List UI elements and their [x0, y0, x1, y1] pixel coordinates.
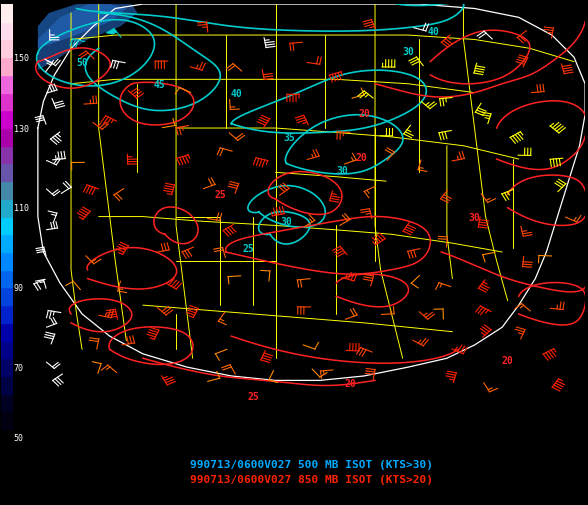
Text: 45: 45	[153, 80, 165, 89]
Text: 110: 110	[14, 204, 29, 213]
Text: 40: 40	[231, 88, 243, 98]
Text: 35: 35	[283, 133, 295, 142]
Text: 20: 20	[358, 108, 370, 118]
Text: 50: 50	[76, 58, 88, 68]
Polygon shape	[106, 30, 116, 35]
Polygon shape	[38, 5, 138, 71]
Text: 40: 40	[427, 27, 439, 36]
Text: 130: 130	[14, 124, 29, 133]
Text: 20: 20	[502, 356, 513, 366]
Text: 50: 50	[14, 434, 24, 442]
Text: 70: 70	[14, 363, 24, 372]
Text: 25: 25	[248, 391, 259, 401]
Text: 990713/0600V027 500 MB ISOT (KTS>30): 990713/0600V027 500 MB ISOT (KTS>30)	[190, 459, 433, 469]
Text: 30: 30	[402, 46, 414, 57]
Polygon shape	[38, 5, 126, 49]
Text: 25: 25	[242, 243, 254, 253]
Text: 90: 90	[14, 283, 24, 292]
Text: 990713/0600V027 850 MB ISOT (KTS>20): 990713/0600V027 850 MB ISOT (KTS>20)	[190, 474, 433, 484]
Text: 20: 20	[355, 153, 367, 163]
Text: 20: 20	[345, 378, 356, 388]
Text: 150: 150	[14, 54, 29, 63]
Text: 30: 30	[469, 212, 480, 222]
Text: 30: 30	[280, 217, 292, 227]
Text: 25: 25	[215, 190, 226, 200]
Text: 30: 30	[336, 166, 348, 176]
